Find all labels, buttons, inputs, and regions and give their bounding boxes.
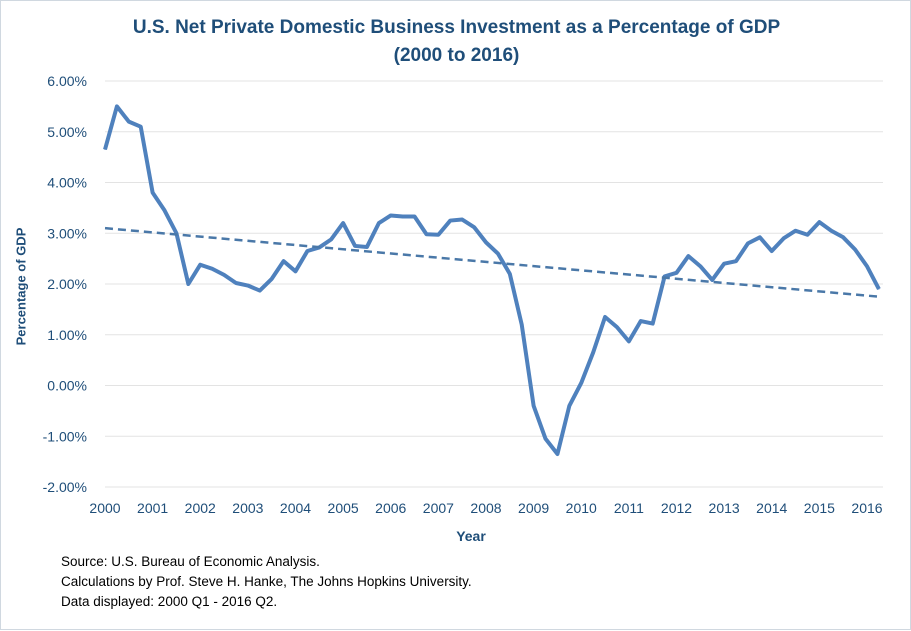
- x-tick-label: 2011: [614, 500, 644, 516]
- x-tick-label: 2005: [328, 500, 359, 516]
- data-point: [128, 121, 130, 123]
- x-tick-label: 2009: [518, 500, 549, 516]
- data-point: [556, 453, 558, 455]
- y-tick-label: 3.00%: [47, 225, 87, 241]
- data-point: [711, 279, 713, 281]
- data-point: [521, 324, 523, 326]
- data-point: [830, 230, 832, 232]
- data-point: [306, 250, 308, 252]
- x-tick-label: 2016: [851, 500, 882, 516]
- x-tick-label: 2012: [661, 500, 692, 516]
- data-point: [783, 237, 785, 239]
- data-point: [211, 268, 213, 270]
- x-tick-label: 2013: [709, 500, 740, 516]
- data-point: [652, 323, 654, 325]
- x-tick-label: 2004: [280, 500, 311, 516]
- data-point: [628, 340, 630, 342]
- data-point: [509, 273, 511, 275]
- data-point: [723, 263, 725, 265]
- x-axis-label: Year: [456, 528, 486, 544]
- x-tick-label: 2003: [232, 500, 263, 516]
- data-point: [164, 209, 166, 211]
- data-point: [354, 245, 356, 247]
- y-tick-label: -1.00%: [43, 428, 87, 444]
- x-tick-label: 2000: [89, 500, 120, 516]
- data-point: [854, 248, 856, 250]
- data-point: [640, 320, 642, 322]
- data-point: [485, 241, 487, 243]
- data-point: [414, 216, 416, 218]
- x-tick-label: 2010: [566, 500, 597, 516]
- x-tick-label: 2006: [375, 500, 406, 516]
- x-tick-label: 2014: [756, 500, 787, 516]
- data-point: [449, 220, 451, 222]
- data-range-note: Data displayed: 2000 Q1 - 2016 Q2.: [61, 594, 278, 609]
- x-tick-label: 2015: [804, 500, 835, 516]
- data-point: [247, 285, 249, 287]
- data-point: [235, 282, 237, 284]
- data-point: [533, 405, 535, 407]
- x-tick-label: 2007: [423, 500, 454, 516]
- data-point: [473, 226, 475, 228]
- data-point: [342, 222, 344, 224]
- y-tick-label: -2.00%: [43, 479, 87, 495]
- data-point: [545, 438, 547, 440]
- y-tick-label: 4.00%: [47, 175, 87, 191]
- data-point: [806, 234, 808, 236]
- data-point: [842, 236, 844, 238]
- x-tick-label: 2002: [185, 500, 216, 516]
- data-point: [390, 214, 392, 216]
- data-point: [259, 290, 261, 292]
- data-point: [461, 219, 463, 221]
- data-point: [425, 233, 427, 235]
- data-point: [735, 260, 737, 262]
- data-line: [103, 104, 881, 457]
- calc-note: Calculations by Prof. Steve H. Hanke, Th…: [61, 574, 472, 589]
- x-tick-label: 2008: [470, 500, 501, 516]
- data-point: [402, 216, 404, 218]
- data-point: [676, 272, 677, 274]
- data-point: [104, 149, 106, 151]
- chart-subtitle: (2000 to 2016): [393, 45, 520, 66]
- data-point: [747, 242, 749, 244]
- data-point: [330, 238, 332, 240]
- data-point: [187, 283, 189, 285]
- y-axis-label: Percentage of GDP: [13, 227, 29, 346]
- data-point: [604, 316, 606, 318]
- data-point: [771, 250, 773, 252]
- data-point: [795, 230, 797, 232]
- data-point: [295, 270, 296, 272]
- data-point: [497, 253, 499, 255]
- data-point: [568, 405, 570, 407]
- data-point: [223, 274, 225, 276]
- source-note: Source: U.S. Bureau of Economic Analysis…: [61, 554, 320, 569]
- data-point: [199, 264, 201, 266]
- data-point: [866, 265, 868, 267]
- y-tick-label: 6.00%: [47, 73, 87, 89]
- data-point: [687, 255, 689, 257]
- data-point: [759, 236, 761, 238]
- data-point: [116, 105, 118, 107]
- y-tick-label: 2.00%: [47, 276, 87, 292]
- data-point: [699, 265, 701, 267]
- data-point: [152, 192, 154, 194]
- data-point: [616, 326, 618, 328]
- y-tick-label: 1.00%: [47, 327, 87, 343]
- data-point: [437, 234, 439, 236]
- y-tick-label: 0.00%: [47, 378, 87, 394]
- chart-title: U.S. Net Private Domestic Business Inves…: [132, 17, 781, 38]
- data-point: [580, 382, 582, 384]
- data-point: [592, 352, 594, 354]
- data-point: [378, 222, 380, 224]
- data-point: [878, 288, 880, 290]
- data-point: [366, 246, 368, 248]
- data-point: [140, 126, 142, 128]
- data-point: [818, 221, 820, 223]
- x-tick-label: 2001: [137, 500, 168, 516]
- y-tick-label: 5.00%: [47, 124, 87, 140]
- data-point: [271, 278, 273, 280]
- data-point: [283, 260, 285, 262]
